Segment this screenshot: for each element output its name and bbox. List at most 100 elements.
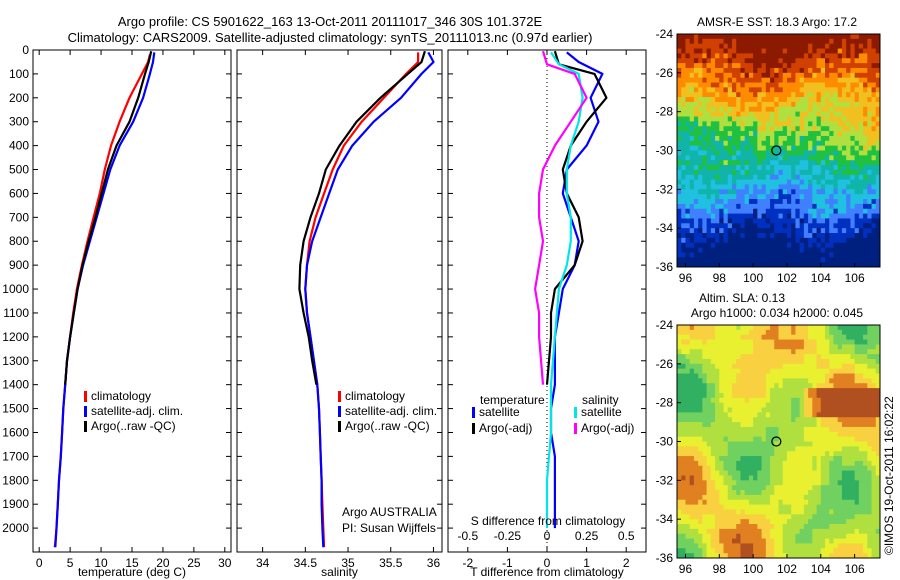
heatmap-cell xyxy=(677,262,682,267)
heatmap-cell xyxy=(863,519,868,525)
heatmap-cell xyxy=(736,417,742,423)
heatmap-cell xyxy=(702,402,708,409)
heatmap-cell xyxy=(875,237,880,244)
heatmap-cell xyxy=(770,368,775,375)
heatmap-cell xyxy=(753,116,758,122)
heatmap-cell xyxy=(681,407,687,413)
heatmap-cell xyxy=(841,407,847,413)
heatmap-cell xyxy=(765,223,771,229)
heatmap-cell xyxy=(689,397,695,404)
heatmap-cell xyxy=(727,504,733,511)
heatmap-cell xyxy=(740,262,746,267)
heatmap-cell xyxy=(846,237,851,244)
heatmap-cell xyxy=(770,228,775,234)
heatmap-cell xyxy=(786,519,792,525)
heatmap-cell xyxy=(765,431,771,438)
heatmap-cell xyxy=(698,480,703,486)
heatmap-cell xyxy=(871,412,877,418)
heatmap-cell xyxy=(740,213,746,220)
heatmap-cell xyxy=(841,412,847,418)
heatmap-cell xyxy=(744,101,750,108)
heatmap-cell xyxy=(731,208,737,215)
heatmap-cell xyxy=(778,106,784,113)
heatmap-cell xyxy=(829,548,835,554)
heatmap-cell xyxy=(681,392,687,399)
heatmap-cell xyxy=(833,87,839,93)
heatmap-cell xyxy=(803,111,809,118)
heatmap-cell xyxy=(748,538,754,545)
heatmap-cell xyxy=(748,334,754,341)
heatmap-cell xyxy=(757,58,763,64)
heatmap-cell xyxy=(778,233,784,239)
heatmap-cell xyxy=(867,509,873,515)
heatmap-cell xyxy=(719,383,725,389)
heatmap-cell xyxy=(731,34,737,40)
heatmap-cell xyxy=(791,460,797,467)
heatmap-cell xyxy=(812,373,818,379)
heatmap-cell xyxy=(736,480,742,486)
heatmap-cell xyxy=(778,422,784,428)
heatmap-cell xyxy=(677,67,682,74)
heatmap-cell xyxy=(774,388,780,394)
heatmap-cell xyxy=(812,509,818,515)
heatmap-cell xyxy=(706,194,712,200)
heatmap-cell xyxy=(841,233,847,239)
heatmap-cell xyxy=(829,34,835,40)
heatmap-cell xyxy=(761,349,767,355)
heatmap-cell xyxy=(795,538,801,545)
series-group xyxy=(53,50,156,548)
heatmap-cell xyxy=(846,431,851,438)
heatmap-cell xyxy=(727,538,733,545)
heatmap-cell xyxy=(698,344,703,350)
heatmap-cell xyxy=(786,354,792,360)
heatmap-cell xyxy=(812,490,818,496)
heatmap-cell xyxy=(778,373,784,379)
heatmap-cell xyxy=(795,101,801,108)
heatmap-cell xyxy=(719,548,725,554)
heatmap-cell xyxy=(744,426,750,433)
heatmap-cell xyxy=(808,203,813,210)
heatmap-cell xyxy=(740,87,746,93)
heatmap-cell xyxy=(867,465,873,472)
heatmap-cell xyxy=(753,140,758,147)
heatmap-cell xyxy=(782,213,788,220)
heatmap-cell xyxy=(816,548,822,554)
heatmap-cell xyxy=(774,101,780,108)
heatmap-cell xyxy=(825,485,830,491)
heatmap-cell xyxy=(710,150,716,156)
heatmap-cell xyxy=(846,92,851,98)
heatmap-cell xyxy=(702,213,708,220)
heatmap-cell xyxy=(761,397,767,404)
heatmap-cell xyxy=(681,135,687,142)
heatmap-cell xyxy=(770,334,775,341)
heatmap-cell xyxy=(681,480,687,486)
heatmap-cell xyxy=(841,378,847,384)
heatmap-cell xyxy=(748,490,754,496)
heatmap-cell xyxy=(850,155,856,161)
heatmap-cell xyxy=(757,436,763,443)
heatmap-cell xyxy=(858,451,864,457)
heatmap-cell xyxy=(786,460,792,467)
heatmap-cell xyxy=(677,223,682,229)
heatmap-cell xyxy=(753,509,758,515)
heatmap-cell xyxy=(782,543,788,549)
legend-entry: climatology xyxy=(345,389,405,403)
heatmap-cell xyxy=(744,174,750,181)
heatmap-cell xyxy=(795,179,801,186)
heatmap-cell xyxy=(761,199,767,205)
heatmap-cell xyxy=(808,121,813,127)
heatmap-cell xyxy=(698,465,703,472)
heatmap-cell xyxy=(841,38,847,45)
heatmap-cell xyxy=(816,97,822,103)
heatmap-cell xyxy=(850,490,856,496)
heatmap-cell xyxy=(753,344,758,350)
heatmap-cell xyxy=(871,111,877,118)
heatmap-cell xyxy=(744,533,750,540)
heatmap-cell xyxy=(740,358,746,365)
heatmap-cell xyxy=(846,334,851,341)
heatmap-cell xyxy=(820,77,826,84)
y-tick-label: 900 xyxy=(9,258,29,272)
heatmap-cell xyxy=(825,538,830,545)
heatmap-cell xyxy=(854,145,860,152)
heatmap-cell xyxy=(846,504,851,511)
